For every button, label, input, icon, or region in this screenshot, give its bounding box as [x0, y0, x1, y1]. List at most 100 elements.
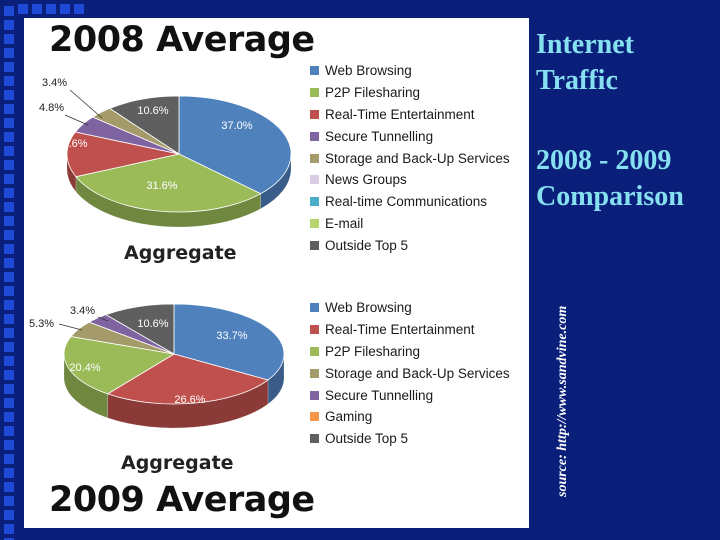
- decor-square: [4, 174, 14, 184]
- decor-square: [4, 230, 14, 240]
- data-label: 5.3%: [29, 318, 54, 330]
- legend-item: P2P Filesharing: [310, 82, 510, 104]
- decor-square: [4, 48, 14, 58]
- data-label: 10.6%: [137, 105, 168, 117]
- slide-subheading-line-2: Comparison: [536, 181, 684, 212]
- legend-swatch: [310, 66, 319, 76]
- decor-square: [4, 20, 14, 30]
- slide-heading-line-1: Internet: [536, 29, 634, 60]
- legend-swatch: [310, 390, 319, 400]
- decor-square: [4, 90, 14, 100]
- decor-square: [4, 454, 14, 464]
- legend-swatch: [310, 368, 319, 378]
- legend-label: News Groups: [325, 172, 407, 188]
- source-credit: source: http://www.sandvine.com: [555, 305, 570, 497]
- data-label: 31.6%: [146, 180, 177, 192]
- legend-item: Real-Time Entertainment: [310, 319, 510, 341]
- legend-swatch: [310, 325, 319, 335]
- decor-square: [4, 272, 14, 282]
- decorative-squares: [4, 4, 84, 540]
- slice-p2p-filesharing: [75, 153, 262, 213]
- legend-swatch: [310, 412, 319, 422]
- decor-square: [4, 132, 14, 142]
- legend-swatch: [310, 240, 319, 250]
- legend-label: Storage and Back-Up Services: [325, 150, 510, 166]
- legend-label: Secure Tunnelling: [325, 387, 434, 403]
- decor-square: [4, 538, 14, 540]
- leader-line: [69, 89, 103, 119]
- legend-label: Gaming: [325, 409, 373, 425]
- pie-2009: 33.7% 26.6% 20.4% 5.3% 3.4% 10.6%: [29, 303, 285, 429]
- legend-item: P2P Filesharing: [310, 341, 510, 363]
- slice-p2p-filesharing: [63, 336, 176, 395]
- legend-label: Storage and Back-Up Services: [325, 365, 510, 381]
- legend-label: Outside Top 5: [325, 237, 409, 253]
- data-label: 37.0%: [221, 120, 252, 132]
- decor-square: [4, 146, 14, 156]
- decor-square: [4, 384, 14, 394]
- slice-outside-top-5: [108, 95, 180, 155]
- legend-label: Real-time Communications: [325, 194, 488, 210]
- legend-item: Outside Top 5: [310, 428, 510, 450]
- legend-label: E-mail: [325, 215, 364, 231]
- decor-square: [4, 104, 14, 114]
- decor-square: [4, 496, 14, 506]
- leader-line: [97, 316, 109, 322]
- decor-square: [4, 468, 14, 478]
- legend-swatch: [310, 434, 319, 444]
- slide-heading: Internet Traffic: [536, 27, 634, 99]
- decor-square: [4, 34, 14, 44]
- data-label: 33.7%: [216, 330, 247, 342]
- slice-web-browsing: [173, 303, 285, 381]
- decor-square: [4, 6, 14, 16]
- legend-swatch: [310, 346, 319, 356]
- decor-square: [46, 4, 56, 14]
- legend-swatch: [310, 197, 319, 207]
- decor-square: [4, 440, 14, 450]
- slice-outside-top-5: [105, 303, 175, 355]
- decor-square: [4, 510, 14, 520]
- decor-square: [4, 118, 14, 128]
- legend-label: Real-Time Entertainment: [325, 322, 475, 338]
- data-label: 26.6%: [174, 394, 205, 406]
- leader-line: [58, 323, 83, 331]
- chart-2009-subtitle: Aggregate: [121, 452, 234, 474]
- chart-2009-legend: Web Browsing Real-Time Entertainment P2P F…: [310, 297, 510, 450]
- legend-label: Web Browsing: [325, 300, 412, 316]
- decor-square: [74, 4, 84, 14]
- legend-item: Storage and Back-Up Services: [310, 362, 510, 384]
- decor-square: [4, 412, 14, 422]
- pie-charts: 37.0% 31.6% 12.6% 4.8% 3.4% 10.6% 33.7% 26.6% 20…: [29, 77, 292, 429]
- data-label: 12.6%: [56, 138, 87, 150]
- legend-label: Real-Time Entertainment: [325, 106, 475, 122]
- decor-square: [4, 244, 14, 254]
- decor-square: [4, 62, 14, 72]
- legend-item: Web Browsing: [310, 60, 510, 82]
- decor-square: [4, 342, 14, 352]
- decor-square: [4, 356, 14, 366]
- legend-item: Storage and Back-Up Services: [310, 147, 510, 169]
- slice-real-time-entertainment: [106, 353, 269, 405]
- pie-2008: 37.0% 31.6% 12.6% 4.8% 3.4% 10.6%: [39, 77, 292, 228]
- legend-label: P2P Filesharing: [325, 343, 421, 359]
- legend-item: Secure Tunnelling: [310, 125, 510, 147]
- decor-square: [4, 328, 14, 338]
- legend-item: Real-time Communications: [310, 191, 510, 213]
- data-label: 4.8%: [39, 102, 64, 114]
- decor-square: [4, 300, 14, 310]
- legend-item: News Groups: [310, 169, 510, 191]
- decor-square: [4, 76, 14, 86]
- legend-swatch: [310, 175, 319, 185]
- decor-square: [4, 524, 14, 534]
- legend-label: Web Browsing: [325, 63, 412, 79]
- decor-square: [18, 4, 28, 14]
- legend-item: Outside Top 5: [310, 234, 510, 256]
- slide-heading-line-2: Traffic: [536, 65, 618, 96]
- legend-swatch: [310, 131, 319, 141]
- decor-square: [4, 314, 14, 324]
- decor-square: [4, 216, 14, 226]
- legend-label: Outside Top 5: [325, 431, 409, 447]
- decor-square: [4, 188, 14, 198]
- decor-square: [4, 258, 14, 268]
